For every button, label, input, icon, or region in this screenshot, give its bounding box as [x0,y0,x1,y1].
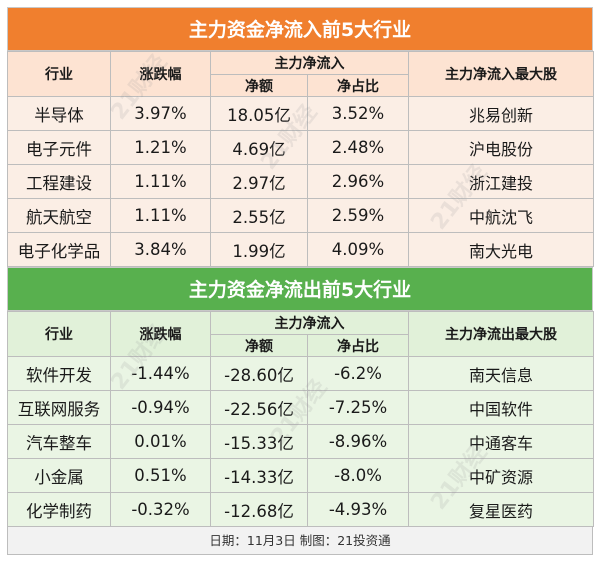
table-row: 小金属 0.51% -14.33亿 -8.0% 中矿资源 [7,458,594,493]
change-cell: -0.32% [110,492,211,527]
top-stock-cell: 中国软件 [408,390,594,425]
top-stock-cell: 兆易创新 [408,96,594,131]
table-row: 软件开发 -1.44% -28.60亿 -6.2% 南天信息 [7,356,594,391]
header-change: 涨跌幅 [110,311,211,357]
net-ratio-cell: -8.0% [307,458,409,493]
header-top-stock: 主力净流入最大股 [408,51,594,97]
net-amount-cell: -12.68亿 [210,492,308,527]
net-amount-cell: -22.56亿 [210,390,308,425]
change-cell: -0.94% [110,390,211,425]
header-net-ratio: 净占比 [307,74,409,97]
table-row: 电子元件 1.21% 4.69亿 2.48% 沪电股份 [7,130,594,165]
industry-cell: 航天航空 [7,198,111,233]
top-stock-cell: 南天信息 [408,356,594,391]
change-cell: 3.84% [110,232,211,267]
top-stock-cell: 中矿资源 [408,458,594,493]
header-net-amount: 净额 [210,74,308,97]
change-cell: 3.97% [110,96,211,131]
net-amount-cell: -28.60亿 [210,356,308,391]
header-net-group: 主力净流入 [210,311,409,335]
top-stock-cell: 中通客车 [408,424,594,459]
industry-cell: 工程建设 [7,164,111,199]
header-net-group: 主力净流入 [210,51,409,75]
net-amount-cell: -14.33亿 [210,458,308,493]
table-row: 电子化学品 3.84% 1.99亿 4.09% 南大光电 [7,232,594,267]
inflow-table: 行业 涨跌幅 主力净流入 主力净流入最大股 净额 净占比 半导体 3.97% 1… [7,51,594,267]
table-row: 化学制药 -0.32% -12.68亿 -4.93% 复星医药 [7,492,594,527]
header-change: 涨跌幅 [110,51,211,97]
header-net-ratio: 净占比 [307,334,409,357]
header-net-amount: 净额 [210,334,308,357]
industry-cell: 汽车整车 [7,424,111,459]
industry-cell: 互联网服务 [7,390,111,425]
net-amount-cell: 2.55亿 [210,198,308,233]
net-ratio-cell: -6.2% [307,356,409,391]
net-ratio-cell: -4.93% [307,492,409,527]
net-ratio-cell: 2.59% [307,198,409,233]
table-row: 半导体 3.97% 18.05亿 3.52% 兆易创新 [7,96,594,131]
change-cell: 0.01% [110,424,211,459]
table-row: 汽车整车 0.01% -15.33亿 -8.96% 中通客车 [7,424,594,459]
footer-credit: 日期：11月3日 制图：21投资通 [7,527,593,555]
industry-cell: 半导体 [7,96,111,131]
change-cell: -1.44% [110,356,211,391]
net-amount-cell: 4.69亿 [210,130,308,165]
top-stock-cell: 沪电股份 [408,130,594,165]
outflow-title: 主力资金净流出前5大行业 [7,267,593,311]
header-industry: 行业 [7,51,111,97]
top-stock-cell: 复星医药 [408,492,594,527]
net-amount-cell: 18.05亿 [210,96,308,131]
industry-fund-flow-sheet: 主力资金净流入前5大行业 行业 涨跌幅 主力净流入 主力净流入最大股 净额 净占… [7,7,594,555]
industry-cell: 电子元件 [7,130,111,165]
outflow-table: 行业 涨跌幅 主力净流入 主力净流出最大股 净额 净占比 软件开发 -1.44%… [7,311,594,527]
net-ratio-cell: 4.09% [307,232,409,267]
net-amount-cell: -15.33亿 [210,424,308,459]
change-cell: 1.11% [110,198,211,233]
industry-cell: 化学制药 [7,492,111,527]
net-amount-cell: 2.97亿 [210,164,308,199]
top-stock-cell: 南大光电 [408,232,594,267]
change-cell: 0.51% [110,458,211,493]
header-top-stock: 主力净流出最大股 [408,311,594,357]
net-ratio-cell: 2.48% [307,130,409,165]
change-cell: 1.11% [110,164,211,199]
change-cell: 1.21% [110,130,211,165]
top-stock-cell: 中航沈飞 [408,198,594,233]
net-ratio-cell: -7.25% [307,390,409,425]
net-ratio-cell: 2.96% [307,164,409,199]
net-ratio-cell: -8.96% [307,424,409,459]
net-amount-cell: 1.99亿 [210,232,308,267]
table-row: 航天航空 1.11% 2.55亿 2.59% 中航沈飞 [7,198,594,233]
industry-cell: 软件开发 [7,356,111,391]
inflow-title: 主力资金净流入前5大行业 [7,7,593,51]
table-row: 互联网服务 -0.94% -22.56亿 -7.25% 中国软件 [7,390,594,425]
net-ratio-cell: 3.52% [307,96,409,131]
header-industry: 行业 [7,311,111,357]
industry-cell: 电子化学品 [7,232,111,267]
top-stock-cell: 浙江建投 [408,164,594,199]
table-row: 工程建设 1.11% 2.97亿 2.96% 浙江建投 [7,164,594,199]
industry-cell: 小金属 [7,458,111,493]
